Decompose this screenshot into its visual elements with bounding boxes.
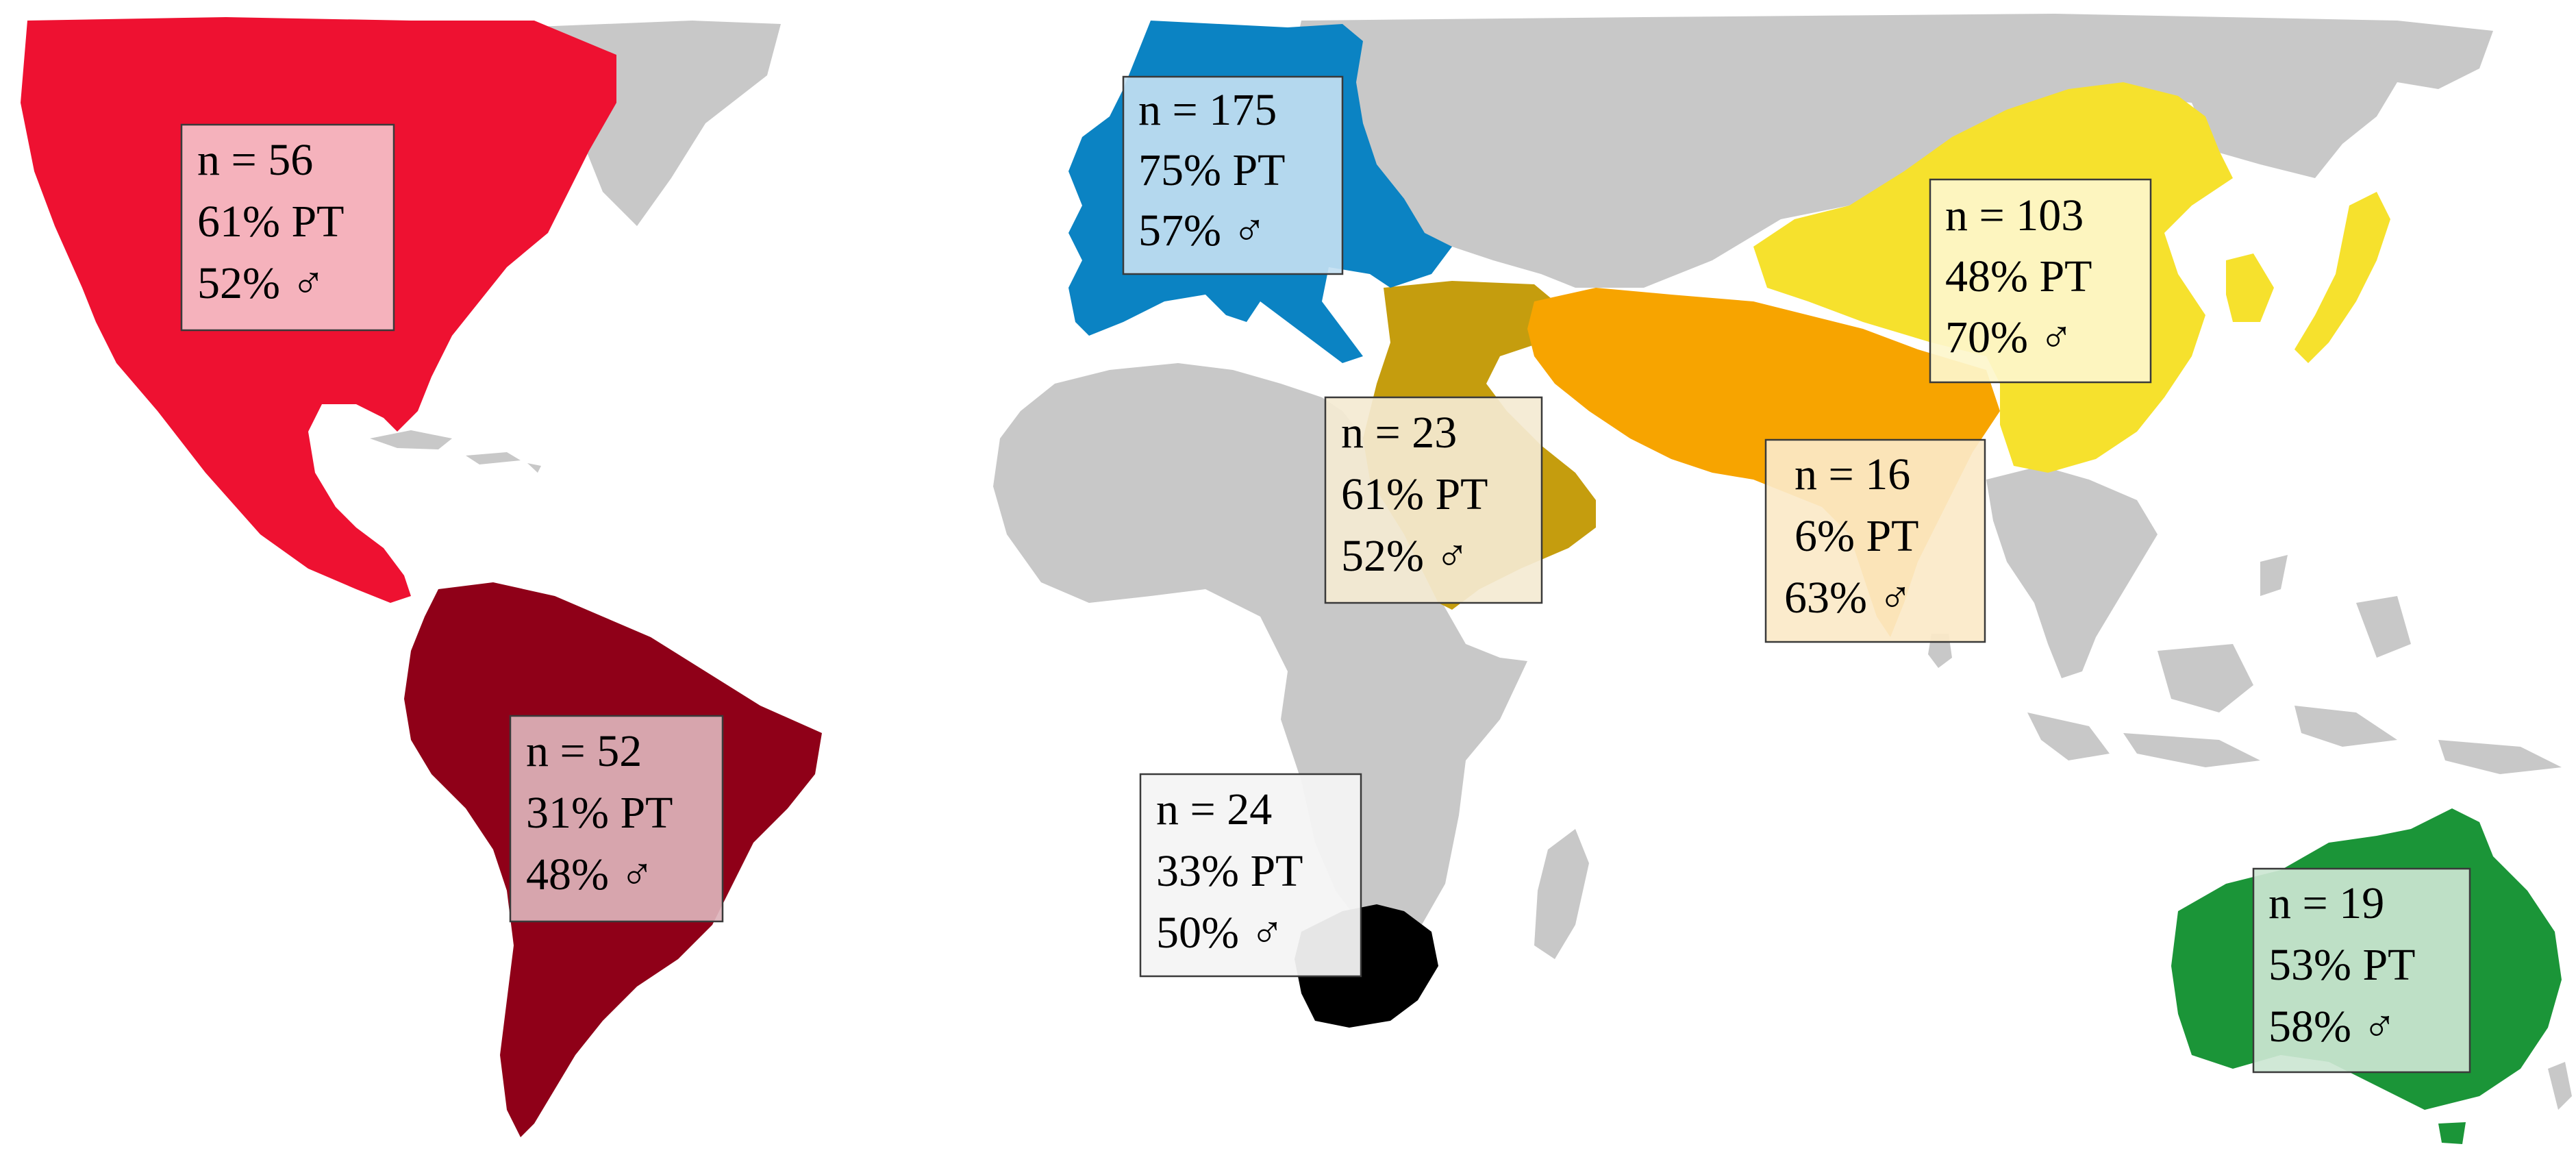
east-asia-label: n = 103 48% PT 70% ♂ xyxy=(1929,178,2152,384)
north-america-label: n = 56 61% PT 52% ♂ xyxy=(180,123,395,332)
southeast-asia-landmass xyxy=(1986,466,2158,678)
europe-label: n = 175 75% PT 57% ♂ xyxy=(1122,75,1344,275)
europe-n: n = 175 xyxy=(1138,85,1277,135)
south-america-pt: 31% PT xyxy=(526,788,673,838)
south-asia-label-box xyxy=(1764,438,1986,643)
middle-east-n: n = 23 xyxy=(1341,408,1457,458)
east-asia-male: 70% ♂ xyxy=(1945,312,2073,362)
east-asia-n: n = 103 xyxy=(1945,190,2084,240)
north-america-n: n = 56 xyxy=(197,135,313,185)
caribbean-islands xyxy=(370,430,541,473)
australia-label-box xyxy=(2252,867,2471,1074)
south-africa-n: n = 24 xyxy=(1156,784,1272,834)
australia-male: 58% ♂ xyxy=(2268,1002,2397,1052)
south-asia-label: n = 16 6% PT 63% ♂ xyxy=(1764,438,1986,643)
south-africa-label: n = 24 33% PT 50% ♂ xyxy=(1139,773,1362,978)
south-america-male: 48% ♂ xyxy=(526,850,654,900)
australia-pt: 53% PT xyxy=(2268,940,2416,990)
label-layer: n = 56 61% PT 52% ♂ n = 52 31% PT 48% ♂ … xyxy=(180,75,2471,1074)
south-america-label-box xyxy=(509,715,724,923)
australia-n: n = 19 xyxy=(2268,878,2384,928)
middle-east-label-box xyxy=(1324,396,1543,604)
east-asia-label-box xyxy=(1929,178,2152,384)
northern-eurasia-landmass xyxy=(1281,14,2493,288)
south-asia-pt: 6% PT xyxy=(1795,511,1919,561)
south-america-n: n = 52 xyxy=(526,726,642,776)
east-asia-pt: 48% PT xyxy=(1945,251,2092,301)
korea-peninsula xyxy=(2226,253,2274,322)
south-africa-pt: 33% PT xyxy=(1156,846,1303,896)
south-america-label: n = 52 31% PT 48% ♂ xyxy=(509,715,724,923)
tasmania-island xyxy=(2438,1122,2466,1144)
indonesia-islands xyxy=(2027,555,2562,774)
middle-east-label: n = 23 61% PT 52% ♂ xyxy=(1324,396,1543,604)
middle-east-male: 52% ♂ xyxy=(1341,531,1469,581)
south-asia-n: n = 16 xyxy=(1795,449,1910,499)
new-zealand-islands xyxy=(2548,1062,2572,1110)
north-america-male: 52% ♂ xyxy=(197,258,325,308)
north-america-pt: 61% PT xyxy=(197,197,345,247)
south-africa-label-box xyxy=(1139,773,1362,978)
south-africa-male: 50% ♂ xyxy=(1156,908,1284,958)
australia-label: n = 19 53% PT 58% ♂ xyxy=(2252,867,2471,1074)
japan-islands xyxy=(2294,192,2390,363)
madagascar-landmass xyxy=(1534,829,1589,959)
north-america-label-box xyxy=(180,123,395,332)
middle-east-pt: 61% PT xyxy=(1341,469,1488,519)
south-asia-male: 63% ♂ xyxy=(1784,573,1912,623)
europe-pt: 75% PT xyxy=(1138,145,1286,195)
europe-label-box xyxy=(1122,75,1344,275)
europe-male: 57% ♂ xyxy=(1138,206,1266,256)
